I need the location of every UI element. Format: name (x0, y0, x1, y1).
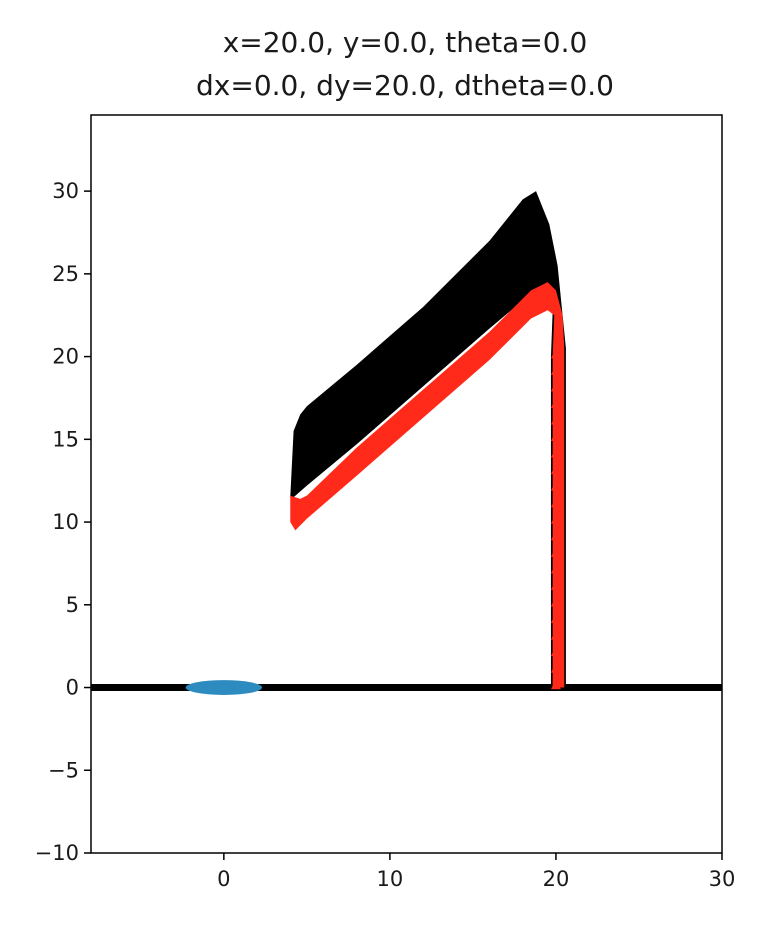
red-triangle-marker (550, 497, 561, 508)
red-triangle-marker (550, 679, 561, 690)
red-triangle-marker (550, 348, 561, 359)
chart-title-line-1: x=20.0, y=0.0, theta=0.0 (223, 26, 588, 59)
chart-title-line-2: dx=0.0, dy=20.0, dtheta=0.0 (196, 69, 614, 102)
red-triangle-marker (550, 480, 561, 491)
y-tick-label: −5 (48, 758, 79, 782)
y-tick-label: 5 (66, 593, 79, 617)
red-triangle-marker (550, 513, 561, 524)
x-tick-label: 10 (377, 867, 404, 891)
red-triangle-marker (550, 579, 561, 590)
axes-frame (90, 114, 723, 854)
y-tick-label: −10 (35, 841, 79, 865)
red-triangle-marker (550, 530, 561, 541)
y-tick-label: 15 (52, 427, 79, 451)
x-tick-label: 0 (217, 867, 230, 891)
red-triangle-marker (550, 464, 561, 475)
black-trajectory-band (290, 191, 566, 688)
red-triangle-marker (550, 431, 561, 442)
red-triangle-marker (550, 596, 561, 607)
red-triangle-marker (550, 546, 561, 557)
red-triangle-marker (550, 662, 561, 673)
y-tick-label: 25 (52, 262, 79, 286)
red-triangle-marker (550, 397, 561, 408)
y-tick-label: 10 (52, 510, 79, 534)
red-triangle-marker (550, 414, 561, 425)
axes: 0 10 20 30 −10 −5 0 5 10 15 20 25 30 (35, 114, 736, 891)
red-triangle-marker (550, 364, 561, 375)
y-tick-label: 0 (66, 676, 79, 700)
x-tick-label: 20 (543, 867, 570, 891)
red-triangle-marker (550, 613, 561, 624)
red-triangle-marker (550, 646, 561, 657)
red-trajectory-band (290, 282, 565, 688)
y-tick-label: 20 (52, 345, 79, 369)
blue-ellipse (185, 680, 263, 695)
red-triangle-marker (550, 629, 561, 640)
plot-area (91, 191, 722, 695)
x-tick-label: 30 (709, 867, 736, 891)
red-triangle-marker (550, 563, 561, 574)
y-tick-label: 30 (52, 179, 79, 203)
red-triangle-marker (550, 447, 561, 458)
red-triangle-marker (550, 381, 561, 392)
